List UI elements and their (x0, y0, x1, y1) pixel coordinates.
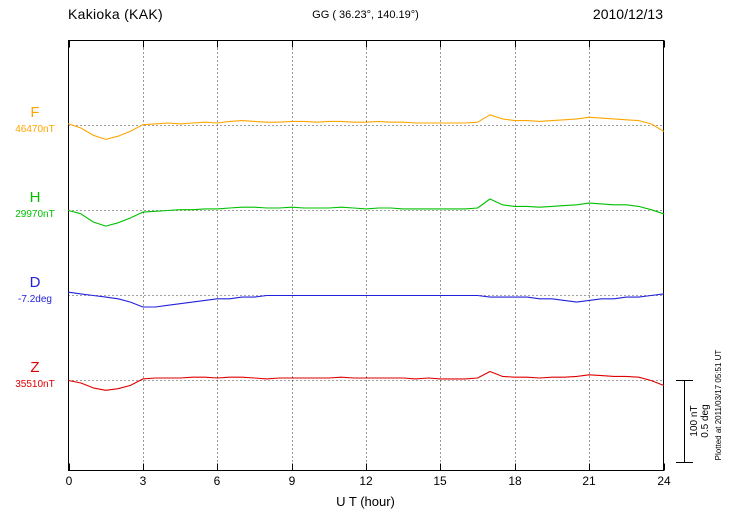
trace-baseline-value-z: 35510nT (15, 379, 55, 390)
trace-D (67, 291, 665, 308)
x-tick-label: 12 (359, 474, 373, 488)
scale-bar (676, 380, 693, 463)
plot-frame (68, 40, 664, 471)
trace-label-z: Z 35510nT (4, 359, 66, 391)
trace-letter-z: Z (30, 359, 40, 376)
trace-F (67, 114, 665, 140)
x-tick-label: 21 (582, 474, 596, 488)
trace-letter-d: D (29, 274, 41, 291)
trace-label-d: D -7.2deg (4, 274, 66, 306)
station-title: Kakioka (KAK) (68, 6, 163, 22)
x-tick-label: 24 (657, 474, 671, 488)
trace-baseline-value-h: 29970nT (15, 209, 55, 220)
scale-bar-label-nt: 100 nT (689, 405, 700, 436)
trace-label-f: F 46470nT (4, 104, 66, 136)
axis-ticks-group (69, 40, 665, 471)
trace-letter-f: F (30, 104, 40, 121)
plotted-at-note: Plotted at 2011/03/17 05:51 UT (714, 350, 723, 461)
x-tick-label: 0 (65, 474, 73, 488)
trace-baseline-value-d: -7.2deg (18, 294, 52, 305)
scale-bar-label-deg: 0.5 deg (700, 404, 711, 437)
x-axis-label: U T (hour) (336, 494, 395, 509)
x-tick-label: 6 (213, 474, 221, 488)
gridlines-group (143, 40, 590, 471)
x-tick-label: 15 (433, 474, 447, 488)
baselines-group (68, 125, 664, 381)
x-tick-label: 3 (139, 474, 147, 488)
coordinates-label: GG ( 36.23°, 140.19°) (312, 9, 419, 21)
trace-letter-h: H (29, 189, 41, 206)
x-tick-label: 18 (508, 474, 522, 488)
date-label: 2010/12/13 (592, 6, 663, 22)
trace-label-h: H 29970nT (4, 189, 66, 221)
x-tick-label: 9 (288, 474, 296, 488)
trace-baseline-value-f: 46470nT (15, 124, 55, 135)
trace-Z (67, 370, 665, 391)
trace-H (67, 198, 665, 227)
